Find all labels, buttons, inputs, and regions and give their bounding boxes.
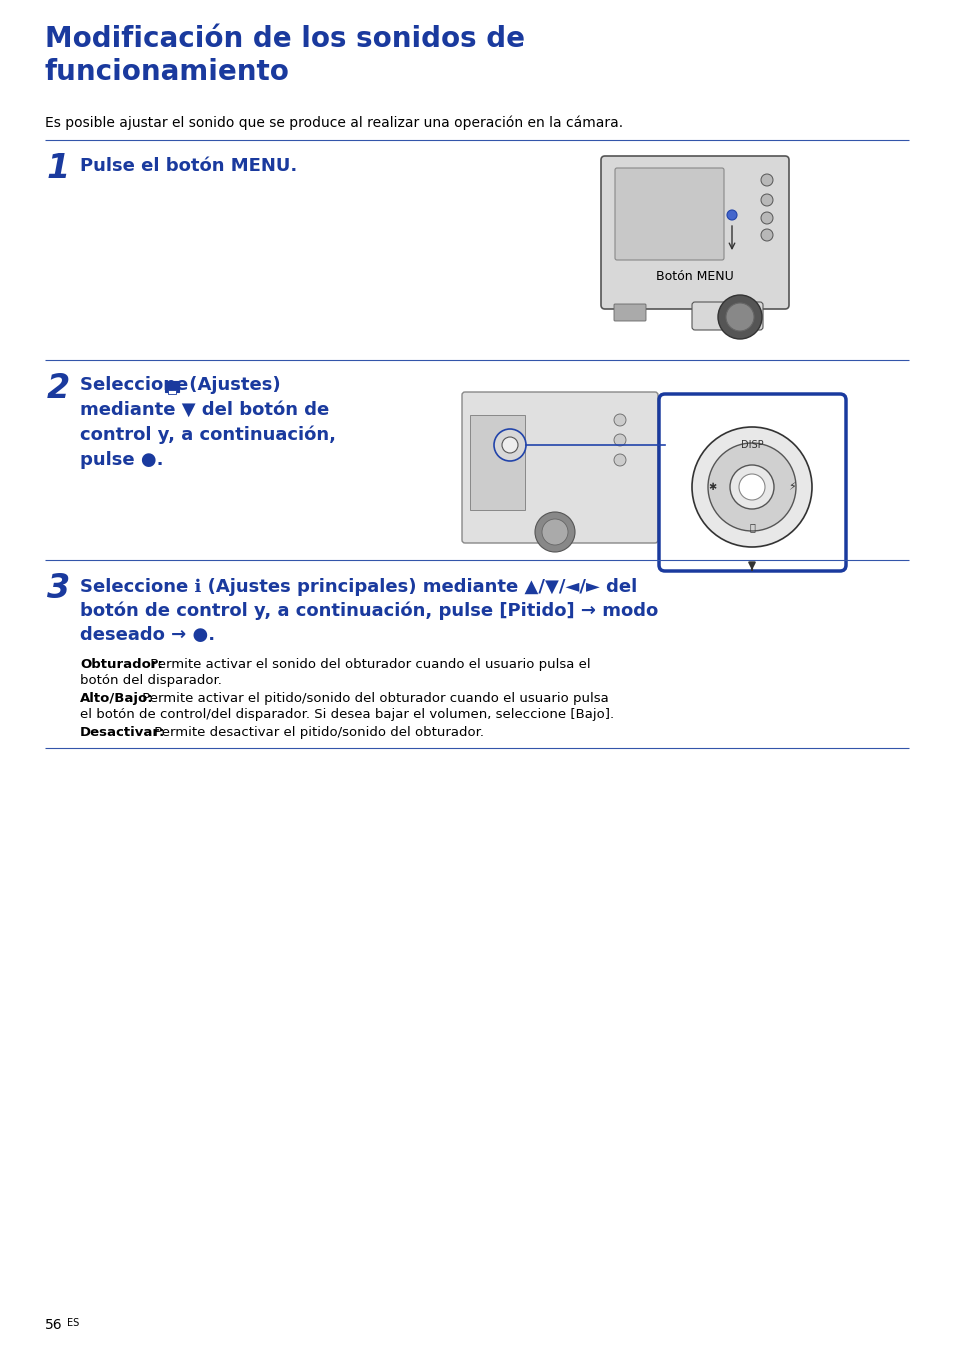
Text: botón del disparador.: botón del disparador. <box>80 674 222 687</box>
Circle shape <box>739 474 764 499</box>
Text: el botón de control/del disparador. Si desea bajar el volumen, seleccione [Bajo]: el botón de control/del disparador. Si d… <box>80 708 614 721</box>
Circle shape <box>760 229 772 242</box>
FancyBboxPatch shape <box>615 168 723 261</box>
FancyBboxPatch shape <box>614 304 645 322</box>
Text: Permite activar el pitido/sonido del obturador cuando el usuario pulsa: Permite activar el pitido/sonido del obt… <box>138 692 608 706</box>
Text: funcionamiento: funcionamiento <box>45 58 290 85</box>
Bar <box>470 415 524 510</box>
Text: mediante ▼ del botón de: mediante ▼ del botón de <box>80 402 329 419</box>
Bar <box>165 381 179 392</box>
Circle shape <box>760 174 772 186</box>
Text: pulse ●.: pulse ●. <box>80 451 163 470</box>
Circle shape <box>729 465 773 509</box>
Text: Seleccione: Seleccione <box>80 376 194 394</box>
Text: Modificación de los sonidos de: Modificación de los sonidos de <box>45 24 524 53</box>
Text: Es posible ajustar el sonido que se produce al realizar una operación en la cáma: Es posible ajustar el sonido que se prod… <box>45 115 622 129</box>
Text: ⚡: ⚡ <box>787 482 795 493</box>
FancyBboxPatch shape <box>691 303 762 330</box>
Circle shape <box>760 212 772 224</box>
Circle shape <box>494 429 525 461</box>
Text: DISP: DISP <box>740 440 762 451</box>
FancyBboxPatch shape <box>461 392 658 543</box>
Circle shape <box>760 194 772 206</box>
Text: 2: 2 <box>47 372 71 404</box>
FancyBboxPatch shape <box>659 394 845 571</box>
Bar <box>168 389 175 394</box>
Text: Obturador:: Obturador: <box>80 658 163 670</box>
Text: Permite desactivar el pitido/sonido del obturador.: Permite desactivar el pitido/sonido del … <box>150 726 483 740</box>
Circle shape <box>614 455 625 465</box>
Circle shape <box>535 512 575 552</box>
FancyBboxPatch shape <box>600 156 788 309</box>
Text: ✱: ✱ <box>707 482 716 493</box>
Text: deseado → ●.: deseado → ●. <box>80 626 214 645</box>
Circle shape <box>691 427 811 547</box>
Text: ⏱: ⏱ <box>748 522 754 532</box>
Text: Alto/Bajo:: Alto/Bajo: <box>80 692 153 706</box>
Text: 3: 3 <box>47 573 71 605</box>
Text: control y, a continuación,: control y, a continuación, <box>80 426 335 445</box>
Text: Seleccione ℹ (Ajustes principales) mediante ▲/▼/◄/► del: Seleccione ℹ (Ajustes principales) media… <box>80 578 637 596</box>
Text: 1: 1 <box>47 152 71 185</box>
Circle shape <box>614 414 625 426</box>
Text: ES: ES <box>67 1318 79 1329</box>
Text: Pulse el botón MENU.: Pulse el botón MENU. <box>80 157 297 175</box>
Circle shape <box>726 210 737 220</box>
Text: Permite activar el sonido del obturador cuando el usuario pulsa el: Permite activar el sonido del obturador … <box>146 658 590 670</box>
Text: (Ajustes): (Ajustes) <box>183 376 280 394</box>
Text: Botón MENU: Botón MENU <box>656 270 733 284</box>
Circle shape <box>718 294 761 339</box>
Circle shape <box>614 434 625 446</box>
Text: botón de control y, a continuación, pulse [Pitido] → modo: botón de control y, a continuación, puls… <box>80 603 658 620</box>
Text: 56: 56 <box>45 1318 63 1333</box>
Text: Desactivar:: Desactivar: <box>80 726 165 740</box>
Circle shape <box>725 303 753 331</box>
Circle shape <box>501 437 517 453</box>
Circle shape <box>541 518 567 546</box>
Circle shape <box>707 442 795 531</box>
